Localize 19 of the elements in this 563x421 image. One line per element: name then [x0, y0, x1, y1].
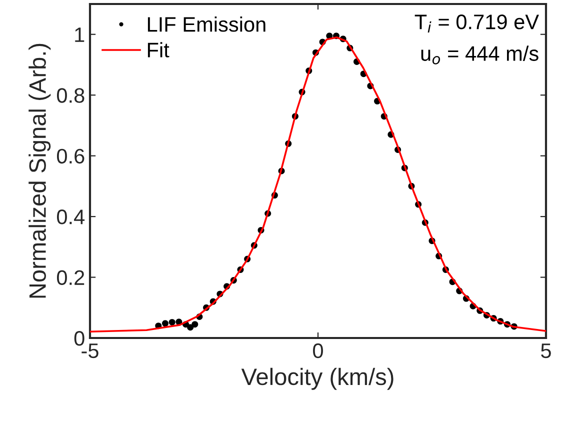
point — [187, 324, 194, 331]
x-tick-label: 0 — [313, 343, 323, 358]
annotation: u$_{o}$ = 444 m/s — [421, 46, 538, 64]
point — [192, 321, 198, 328]
point — [168, 318, 176, 326]
y-tick-label: 1 — [75, 28, 84, 42]
annotation: T$_{i}$ = 0.719 eV — [414, 14, 539, 32]
x-axis-title: Velocity (km/s) — [241, 368, 394, 390]
y-tick-label: 0.2 — [56, 270, 84, 286]
y-axis-title: Normalized Signal (Arb.) — [28, 44, 51, 298]
x-tick-label: 5 — [541, 344, 551, 358]
legend-label: LIF Emission — [148, 16, 266, 32]
point — [162, 320, 168, 327]
y-tick-label: 0.4 — [56, 210, 85, 224]
x-tick-label: -5 — [82, 344, 98, 358]
y-tick-label: 0 — [74, 331, 84, 346]
legend-label: Fit — [148, 42, 170, 58]
y-tick-label: 0.8 — [56, 88, 84, 103]
y-tick-label: 0.6 — [56, 148, 84, 164]
